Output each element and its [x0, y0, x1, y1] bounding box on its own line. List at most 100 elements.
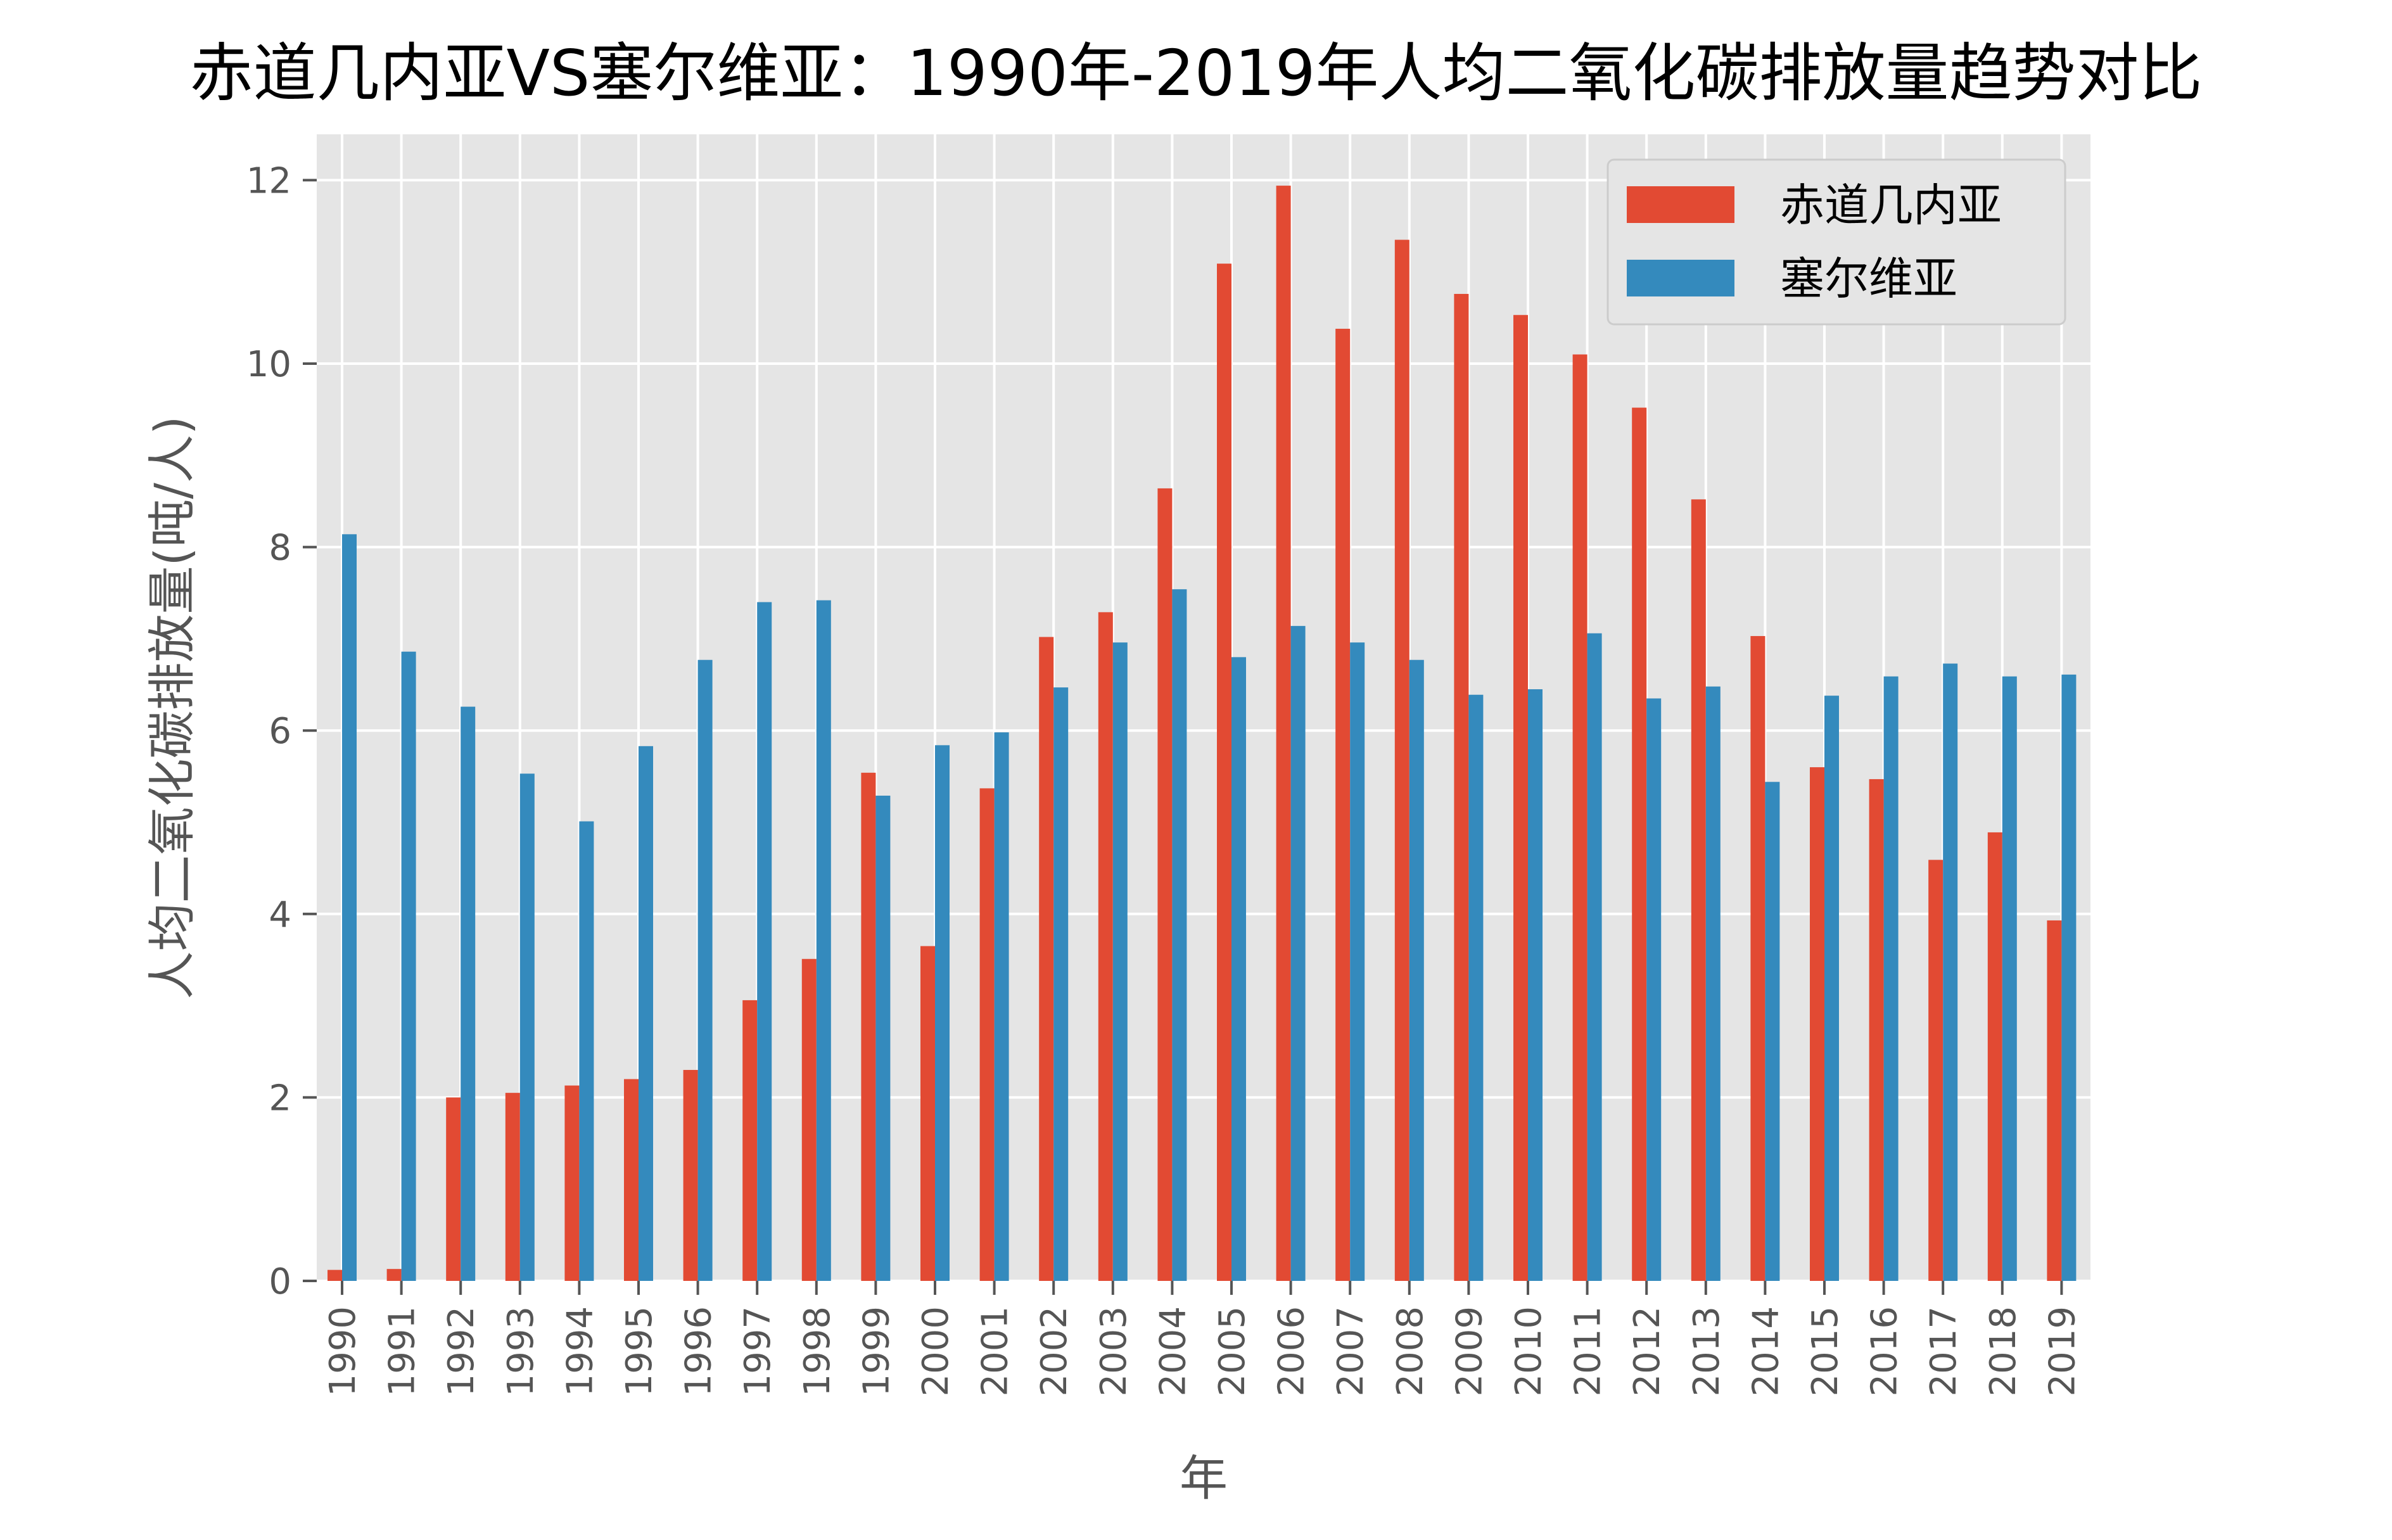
x-tick-label: 2003: [1093, 1306, 1135, 1397]
bar-equatorial-guinea: [1750, 636, 1765, 1281]
bar-equatorial-guinea: [1454, 293, 1469, 1281]
bar-equatorial-guinea: [1098, 612, 1113, 1282]
bar-equatorial-guinea: [1217, 264, 1231, 1282]
x-tick-label: 2018: [1983, 1306, 2024, 1397]
x-tick-label: 2005: [1212, 1306, 1253, 1397]
y-axis-label: 人均二氧化碳排放量(吨/人): [144, 416, 200, 1000]
bars: [328, 186, 2077, 1282]
x-tick-label: 2008: [1390, 1306, 1431, 1397]
bar-serbia: [1528, 689, 1543, 1281]
x-tick-label: 1990: [322, 1306, 364, 1397]
bar-equatorial-guinea: [920, 946, 935, 1281]
x-tick-label: 1996: [678, 1306, 720, 1397]
bar-serbia: [1231, 657, 1246, 1281]
bar-serbia: [697, 659, 713, 1281]
bar-equatorial-guinea: [1928, 860, 1944, 1281]
bar-serbia: [1883, 676, 1899, 1281]
x-tick-label: 2019: [2042, 1306, 2083, 1397]
x-tick-label: 2014: [1745, 1306, 1786, 1397]
bar-serbia: [816, 600, 831, 1281]
x-tick-label: 2004: [1152, 1306, 1193, 1397]
x-tick-label: 1995: [619, 1306, 660, 1397]
x-tick-label: 1997: [737, 1306, 779, 1397]
bar-equatorial-guinea: [505, 1093, 520, 1281]
bar-equatorial-guinea: [1632, 407, 1647, 1281]
bar-equatorial-guinea: [328, 1270, 342, 1281]
bar-serbia: [639, 746, 653, 1281]
bar-equatorial-guinea: [1394, 239, 1409, 1281]
bar-equatorial-guinea: [1276, 186, 1291, 1281]
bar-serbia: [1943, 663, 1958, 1281]
bar-serbia: [1053, 687, 1069, 1281]
bar-serbia: [994, 732, 1009, 1281]
x-tick-label: 1994: [559, 1306, 601, 1397]
y-axis-ticks: 0 2 4 6 8 10 12: [246, 160, 317, 1302]
x-tick-label: 2011: [1568, 1306, 1609, 1397]
bar-serbia: [1350, 642, 1365, 1281]
bar-equatorial-guinea: [1157, 488, 1173, 1281]
bar-equatorial-guinea: [1513, 315, 1528, 1282]
y-tick-label: 2: [269, 1078, 291, 1119]
bar-equatorial-guinea: [979, 788, 995, 1281]
x-tick-label: 2012: [1627, 1306, 1668, 1397]
bar-equatorial-guinea: [446, 1097, 461, 1281]
x-tick-label: 2002: [1034, 1306, 1075, 1397]
bar-equatorial-guinea: [1572, 354, 1587, 1281]
x-tick-label: 2010: [1508, 1306, 1549, 1397]
bar-serbia: [875, 796, 891, 1281]
bar-equatorial-guinea: [801, 958, 817, 1281]
x-axis-ticks: 1990 1991 1992 1993 1994 1995 1996 1997 1998 1999…: [322, 1281, 2083, 1397]
x-tick-label: 2016: [1864, 1306, 1905, 1397]
bar-equatorial-guinea: [683, 1069, 698, 1281]
y-tick-label: 6: [269, 711, 291, 752]
bar-serbia: [2002, 676, 2017, 1281]
bar-serbia: [2061, 674, 2077, 1281]
bar-equatorial-guinea: [1691, 499, 1706, 1282]
x-tick-label: 1992: [441, 1306, 482, 1397]
x-tick-label: 2013: [1686, 1306, 1727, 1397]
x-tick-label: 1998: [797, 1306, 838, 1397]
bar-equatorial-guinea: [1335, 328, 1351, 1281]
bar-serbia: [342, 534, 357, 1281]
x-tick-label: 2009: [1449, 1306, 1490, 1397]
legend-label-serbia: 塞尔维亚: [1780, 253, 1957, 305]
x-tick-label: 2007: [1330, 1306, 1371, 1397]
bar-serbia: [579, 821, 594, 1281]
bar-serbia: [1290, 626, 1306, 1282]
x-axis-label: 年: [1180, 1450, 1228, 1506]
bar-serbia: [1765, 782, 1780, 1281]
y-tick-label: 0: [269, 1261, 291, 1302]
x-tick-label: 2017: [1923, 1306, 1964, 1397]
bar-equatorial-guinea: [1987, 832, 2002, 1281]
y-tick-label: 4: [269, 894, 291, 936]
x-tick-label: 1999: [856, 1306, 897, 1397]
x-tick-label: 1991: [382, 1306, 423, 1397]
bar-serbia: [401, 651, 416, 1281]
x-tick-label: 2001: [975, 1306, 1016, 1397]
bar-equatorial-guinea: [861, 772, 876, 1281]
bar-serbia: [1409, 659, 1424, 1281]
y-tick-label: 12: [246, 160, 291, 201]
x-tick-label: 2006: [1271, 1306, 1313, 1397]
bar-serbia: [757, 602, 772, 1281]
bar-equatorial-guinea: [386, 1269, 402, 1281]
bar-serbia: [461, 706, 476, 1281]
bar-serbia: [1172, 589, 1187, 1281]
legend-swatch-equatorial-guinea: [1627, 186, 1734, 223]
legend-swatch-serbia: [1627, 260, 1734, 296]
bar-equatorial-guinea: [1039, 637, 1054, 1281]
bar-serbia: [1646, 698, 1662, 1281]
bar-serbia: [519, 773, 535, 1281]
bar-serbia: [1587, 633, 1602, 1281]
bar-serbia: [1468, 694, 1484, 1281]
bar-equatorial-guinea: [564, 1085, 580, 1281]
chart-title: 赤道几内亚VS塞尔维亚：1990年-2019年人均二氧化碳排放量趋势对比: [190, 36, 2203, 110]
y-tick-label: 8: [269, 528, 291, 569]
legend-label-equatorial-guinea: 赤道几内亚: [1780, 179, 2002, 231]
bar-serbia: [1824, 696, 1839, 1281]
bar-serbia: [1112, 642, 1128, 1281]
bar-serbia: [935, 745, 950, 1281]
bar-serbia: [1705, 686, 1721, 1281]
bar-equatorial-guinea: [742, 1000, 758, 1281]
